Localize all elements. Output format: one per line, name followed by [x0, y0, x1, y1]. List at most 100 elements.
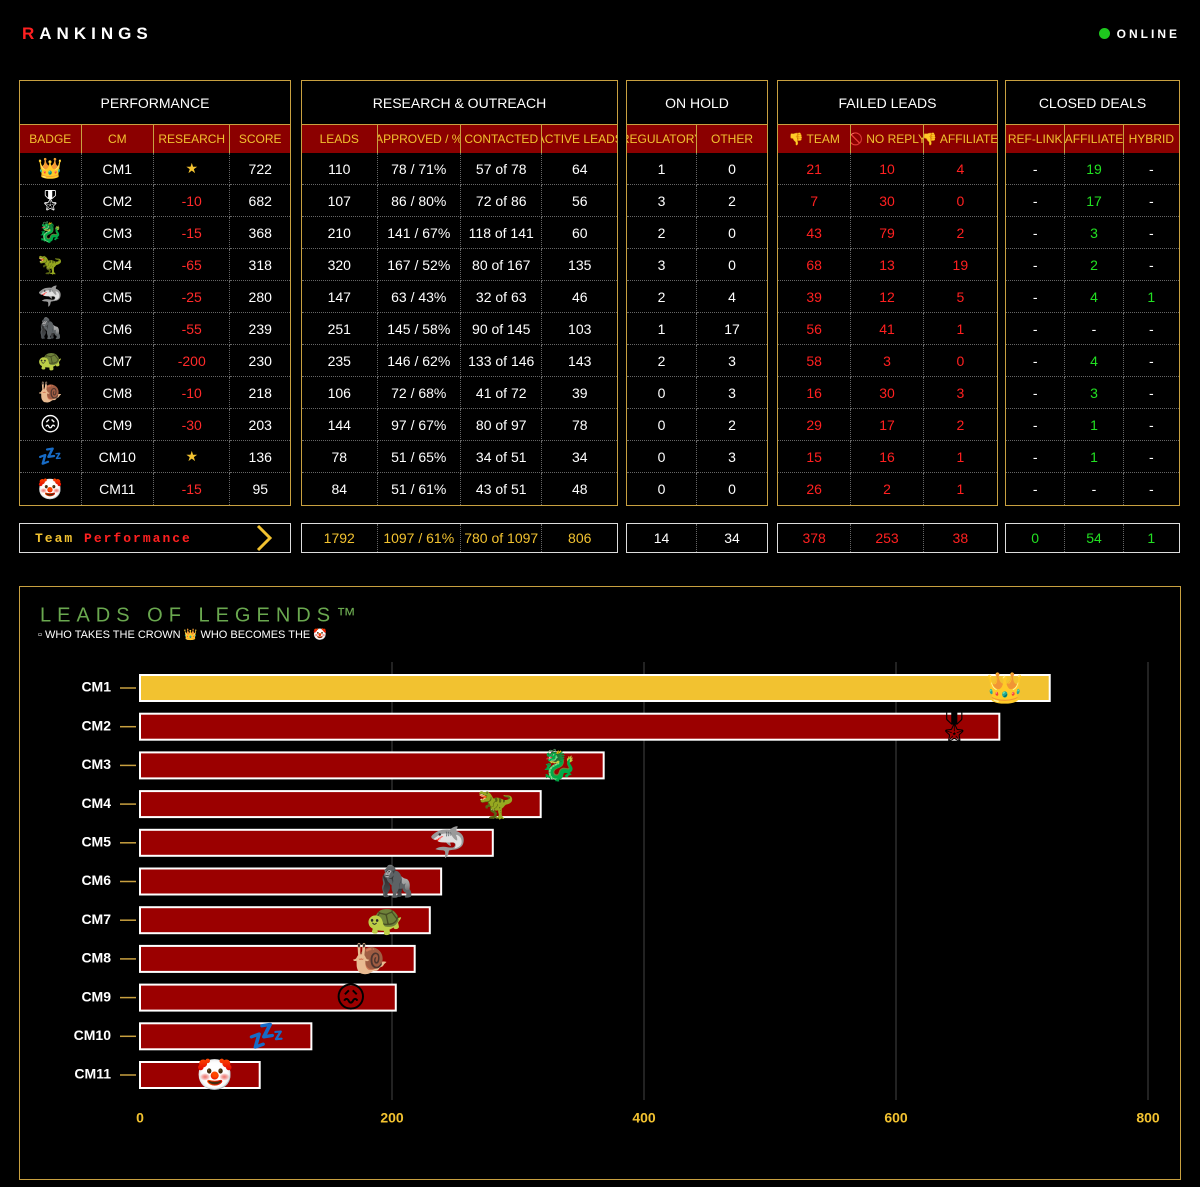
group-title: ON HOLD	[627, 81, 767, 125]
table-cell: 13	[851, 249, 924, 281]
table-cell: 🐉	[20, 217, 82, 249]
table-cell: 💤	[20, 441, 82, 473]
x-tick-label: 400	[632, 1110, 656, 1126]
table-cell: 0	[697, 217, 767, 249]
bar-badge: 👑	[986, 671, 1023, 705]
bar-badge: 🦍	[377, 863, 414, 898]
table-cell: 41 of 72	[460, 377, 543, 409]
table-cell: 🦖	[20, 249, 82, 281]
table-cell: 48	[571, 481, 588, 497]
table-cell: 107	[302, 185, 378, 217]
x-tick-label: 600	[884, 1110, 908, 1126]
table-cell: 143	[542, 345, 617, 377]
total-cell: 1792	[302, 524, 378, 552]
table-cell: 103	[542, 313, 617, 345]
table-cell: 147	[302, 281, 378, 313]
table-cell: 133 of 146	[460, 345, 543, 377]
y-tick-label: CM11	[74, 1066, 111, 1082]
table-cell: 1	[627, 153, 697, 185]
table-cell: 3	[697, 345, 767, 377]
table-cell: -25	[154, 281, 231, 313]
table-cell: 16	[851, 441, 924, 473]
total-cell: 806	[568, 530, 592, 546]
table-cell: 218	[230, 377, 290, 409]
table-cell: -10	[154, 377, 231, 409]
table-cell: 4	[923, 153, 997, 185]
table-cell: 1	[627, 313, 697, 345]
y-tick-label: CM8	[81, 950, 111, 966]
total-cell: 1	[1147, 530, 1156, 546]
header-row: REF-LINK AFFILIATE HYBRID	[1006, 125, 1179, 153]
table-cell: -	[1006, 185, 1066, 217]
table-cell: 2	[627, 345, 697, 377]
table-row: -19-	[1006, 153, 1179, 185]
table-cell: 0	[923, 345, 997, 377]
table-cell: 682	[230, 185, 290, 217]
total-cell: 253	[851, 524, 924, 552]
table-cell: 318	[230, 249, 290, 281]
team-word: Team	[35, 530, 75, 546]
table-row: 🐢 CM7 -200 230	[20, 345, 290, 377]
table-cell: 51 / 61%	[378, 473, 461, 505]
totals-row: 0 54 1	[1005, 523, 1180, 553]
table-cell: CM9	[81, 409, 155, 441]
table-cell: 3	[627, 249, 697, 281]
table-cell: -	[1006, 441, 1066, 473]
table-cell: CM4	[81, 249, 155, 281]
table-cell: -	[1123, 185, 1179, 217]
table-cell: 64	[542, 153, 617, 185]
table-cell: ★	[154, 153, 231, 185]
table-cell: 97 / 67%	[377, 409, 461, 441]
table-cell: 17	[1065, 185, 1124, 217]
table-cell: 17	[697, 313, 767, 345]
table-cell: 1	[923, 313, 997, 345]
table-cell: -	[1006, 281, 1066, 313]
table-cell: -	[1065, 313, 1124, 345]
table-row: 26 2 1	[778, 473, 997, 505]
table-row: -3-	[1006, 377, 1179, 409]
table-cell: -	[1123, 313, 1179, 345]
table-cell: 0	[627, 473, 697, 505]
table-row: -2-	[1006, 249, 1179, 281]
totals-row: 378 253 38	[777, 523, 998, 553]
group-title: CLOSED DEALS	[1006, 81, 1179, 125]
table-cell: 0	[627, 441, 697, 473]
table-cell: 34 of 51	[460, 441, 543, 473]
table-row: ---	[1006, 313, 1179, 345]
table-row: 🦖 CM4 -65 318	[20, 249, 290, 281]
total-cell: 1097 / 61%	[378, 524, 461, 552]
table-cell: 😖	[20, 409, 82, 441]
table-row: 106 72 / 68% 41 of 72 39	[302, 377, 617, 409]
table-cell: 46	[542, 281, 617, 313]
table-cell: -	[1065, 473, 1124, 505]
y-tick-label: CM3	[81, 756, 111, 772]
table-row: -1-	[1006, 409, 1179, 441]
table-cell: -	[1006, 153, 1066, 185]
table-row: 1 17	[627, 313, 767, 345]
table-cell: 230	[230, 345, 290, 377]
table-row: 29 17 2	[778, 409, 997, 441]
table-group: ON HOLDREGULATORYOTHER103220302411723030…	[626, 80, 768, 506]
y-tick-label: CM5	[81, 834, 111, 850]
table-cell: 0	[697, 153, 767, 185]
y-tick-label: CM4	[81, 795, 111, 811]
table-cell: 4	[1065, 345, 1124, 377]
total-cell: 14	[627, 524, 697, 552]
table-row: 🤡 CM11 -15 95	[20, 473, 290, 505]
table-row: 🎖 CM2 -10 682	[20, 185, 290, 217]
table-row: -1-	[1006, 441, 1179, 473]
table-group: RESEARCH & OUTREACH LEADS APPROVED / % CONT…	[301, 80, 618, 506]
table-cell: 56	[542, 185, 617, 217]
table-row: 😖 CM9 -30 203	[20, 409, 290, 441]
column-header: AFFILIATE	[1065, 125, 1124, 153]
table-cell: 56	[778, 313, 852, 345]
table-row: 🦈 CM5 -25 280	[20, 281, 290, 313]
table-cell: -	[1006, 249, 1066, 281]
table-row: 16 30 3	[778, 377, 997, 409]
table-cell: 167 / 52%	[377, 249, 461, 281]
table-row: 68 13 19	[778, 249, 997, 281]
table-cell: -	[1123, 377, 1179, 409]
table-cell: -	[1123, 153, 1179, 185]
table-cell: 136	[230, 441, 290, 473]
